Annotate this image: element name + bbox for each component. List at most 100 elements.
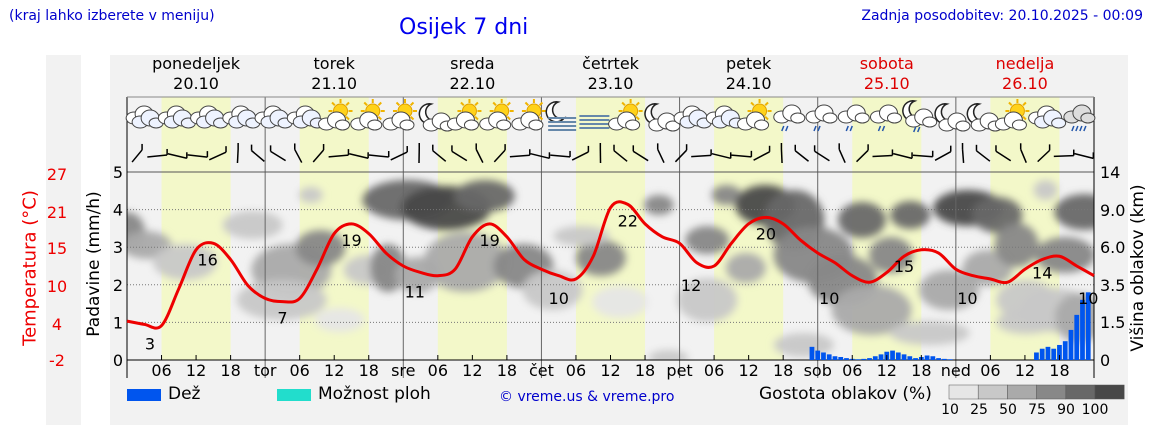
temperature-tick: 10 [47, 277, 67, 296]
rain-drop-icon [1083, 125, 1087, 132]
rain-bar [815, 350, 821, 360]
wind-barb [856, 149, 869, 163]
rain-drop-icon [785, 125, 789, 132]
day-date: 21.10 [311, 74, 357, 93]
wind-barb [691, 154, 712, 158]
rain-bar [1062, 341, 1068, 360]
day-date: 24.10 [726, 74, 772, 93]
cloud-height-axis-label: Višina oblakov (km) [1128, 184, 1148, 352]
rain-bar [901, 354, 907, 360]
temperature-label: 10 [1078, 289, 1098, 308]
wind-barb [731, 154, 752, 158]
day-date: 25.10 [864, 74, 910, 93]
sun-ray-icon [621, 101, 626, 107]
wind-barb [147, 154, 168, 158]
cloud-icon [367, 119, 383, 131]
temperature-tick: 15 [47, 239, 67, 258]
day-date: 20.10 [173, 74, 219, 93]
sun-ray-icon [474, 101, 479, 107]
cloud-icon [625, 119, 641, 131]
wind-barb [208, 151, 227, 161]
cloud-blob [643, 195, 674, 215]
cloud-blob [685, 226, 730, 254]
rain-bar [1074, 314, 1080, 360]
sun-ray-icon [750, 101, 755, 107]
cloud-density-level: 25 [970, 402, 988, 418]
last-updated: Zadnja posodobitev: 20.10.2025 - 00:09 [861, 8, 1143, 24]
rain-bar [1045, 346, 1051, 360]
partly-sunny-weather-icon [994, 99, 1030, 131]
cloudy-weather-icon [1028, 105, 1067, 129]
wind-barb [872, 154, 893, 158]
partly-sunny-weather-icon [382, 99, 417, 131]
wind-barb [1074, 152, 1094, 160]
rain-bar [936, 358, 941, 360]
cloud-density-title: Gostota oblakov (%) [759, 384, 932, 404]
cloud-height-tick: 3.5 [1100, 276, 1125, 295]
sun-ray-icon [1022, 115, 1027, 121]
cloud-blob [868, 237, 913, 273]
rain-drop-icon [1071, 125, 1075, 132]
wind-barb [1053, 154, 1074, 158]
precip-tick: 4 [113, 201, 123, 220]
wind-barb [814, 150, 830, 162]
rain-drop-icon [817, 125, 821, 132]
hour-tick: 12 [877, 361, 897, 380]
sun-ray-icon [409, 115, 415, 121]
wind-barb [613, 150, 628, 162]
cloud-blob [153, 244, 218, 280]
wind-barb [368, 154, 389, 158]
temperature-label: 10 [957, 289, 977, 308]
cloud-icon [496, 119, 512, 131]
sun-ray-icon [538, 101, 544, 107]
cloud-icon [754, 119, 770, 131]
copyright[interactable]: © vreme.us & vreme.pro [499, 389, 675, 405]
rain-weather-icon [837, 104, 870, 132]
rain-weather-icon [805, 104, 838, 132]
day-date: 26.10 [1002, 74, 1048, 93]
wind-barb [976, 150, 991, 162]
rain-drop-icon [877, 125, 882, 132]
wind-barb [294, 149, 303, 163]
temperature-tick: 27 [47, 165, 67, 184]
rain-legend-label: Dež [168, 384, 201, 404]
rain-bar [878, 354, 884, 360]
heavy-rain-weather-icon [1063, 104, 1096, 132]
hour-tick: 06 [980, 361, 1000, 380]
temperature-label: 12 [681, 276, 701, 295]
cloud-blob [725, 253, 766, 283]
hour-tick: 12 [1015, 361, 1035, 380]
rain-bar [947, 359, 953, 360]
moon-icon [545, 101, 567, 123]
rain-swatch [127, 389, 161, 401]
wind-barb [432, 150, 447, 162]
temperature-label: 16 [197, 250, 217, 269]
rain-bar [1039, 348, 1045, 360]
cloud-icon [335, 119, 351, 131]
wind-barb [571, 151, 589, 161]
wind-barb [390, 151, 408, 161]
wind-barb [711, 152, 731, 160]
daylight-band [161, 97, 231, 360]
hour-tick: 06 [428, 361, 448, 380]
rain-weather-icon [773, 104, 806, 132]
cloudy-weather-icon [286, 105, 325, 129]
wind-barb [995, 150, 1012, 162]
temperature-axis-label: Temperatura (°C) [19, 190, 41, 346]
wind-barb [509, 154, 530, 158]
cloud-icon [665, 120, 681, 132]
cloud-density-swatch [1036, 384, 1067, 400]
cloud-blob [711, 185, 742, 205]
rain-bar [832, 356, 838, 360]
cloud-icon [399, 119, 415, 131]
rain-bar [1051, 348, 1057, 360]
hour-tick: 18 [911, 361, 931, 380]
wind-barb [236, 148, 239, 164]
temperature-label: 19 [479, 231, 499, 250]
day-short-name: pet [666, 361, 692, 380]
cloud-blob [889, 321, 970, 345]
rain-drop-icon [849, 125, 853, 132]
day-name: četrtek [582, 54, 640, 73]
rain-bar [861, 358, 867, 360]
hour-tick: 12 [600, 361, 620, 380]
